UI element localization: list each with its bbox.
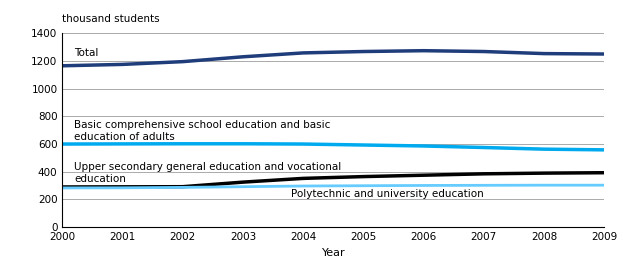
- Text: Total: Total: [74, 48, 98, 58]
- Text: Polytechnic and university education: Polytechnic and university education: [291, 189, 484, 199]
- Text: thousand students: thousand students: [62, 14, 160, 24]
- Text: Basic comprehensive school education and basic
education of adults: Basic comprehensive school education and…: [74, 120, 331, 142]
- Text: Upper secondary general education and vocational
education: Upper secondary general education and vo…: [74, 162, 341, 184]
- X-axis label: Year: Year: [321, 248, 345, 258]
